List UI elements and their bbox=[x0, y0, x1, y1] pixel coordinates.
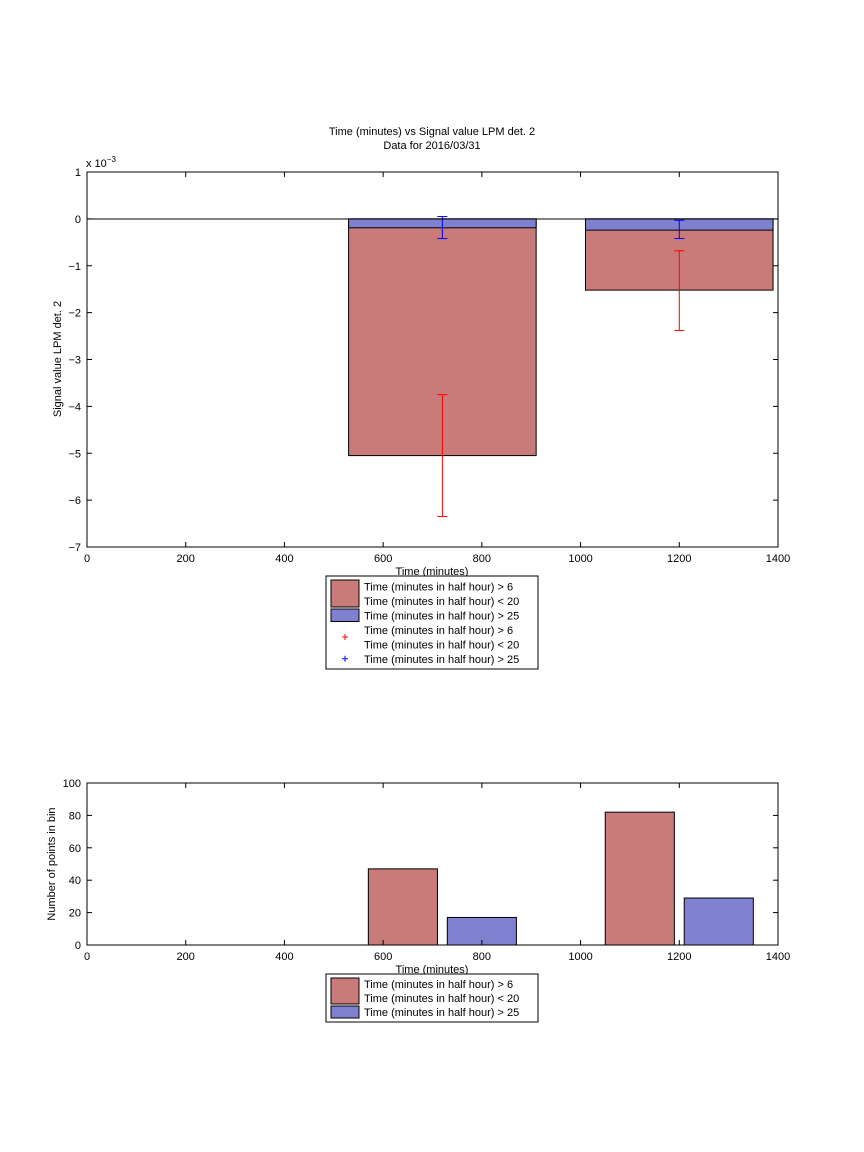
legend-box bbox=[325, 973, 539, 1023]
plot1-bars bbox=[348, 218, 774, 457]
legend-label: Time (minutes in half hour) > 25 bbox=[364, 654, 519, 666]
x-tick-label: 1200 bbox=[667, 553, 691, 565]
y-tick-label: 40 bbox=[69, 875, 81, 887]
plot1-x-ticks: 0 200 400 600 800 1000 1200 1400 bbox=[84, 172, 790, 565]
x-tick-label: 1000 bbox=[568, 951, 592, 963]
y-tick-label: −4 bbox=[68, 401, 81, 413]
legend-label: Time (minutes in half hour) > 6 bbox=[364, 979, 513, 991]
plot2-y-axis-label: Number of points in bin bbox=[46, 807, 58, 920]
x-tick-label: 200 bbox=[177, 553, 195, 565]
count-bar-gt25 bbox=[683, 897, 754, 946]
x-tick-label: 200 bbox=[177, 951, 195, 963]
plot1-errorbars bbox=[437, 216, 685, 518]
y-tick-label: −6 bbox=[68, 495, 81, 507]
chart-subtitle: Data for 2016/03/31 bbox=[383, 140, 480, 152]
plot1-x-axis-label: Time (minutes) bbox=[396, 566, 469, 578]
y-tick-label: 20 bbox=[69, 908, 81, 920]
legend-label: Time (minutes in half hour) > 6 bbox=[364, 625, 513, 637]
x-tick-label: 800 bbox=[473, 553, 491, 565]
plot1-legend: Time (minutes in half hour) > 6 Time (min… bbox=[325, 575, 539, 670]
x-tick-label: 400 bbox=[275, 553, 293, 565]
x-tick-label: 400 bbox=[275, 951, 293, 963]
plot2-x-axis-label: Time (minutes) bbox=[396, 964, 469, 976]
legend-swatch bbox=[330, 579, 360, 608]
x-tick-label: 1200 bbox=[667, 951, 691, 963]
x-tick-label: 1400 bbox=[766, 951, 790, 963]
legend-swatch bbox=[330, 977, 360, 1005]
count-bar-lt20 bbox=[604, 811, 675, 946]
x-tick-label: 0 bbox=[84, 951, 90, 963]
legend-label: Time (minutes in half hour) > 6 bbox=[364, 582, 513, 594]
x-tick-label: 600 bbox=[374, 951, 392, 963]
y-tick-label: −5 bbox=[68, 448, 81, 460]
plot1-y-ticks: 1 0 −1 −2 −3 −4 −5 −6 −7 bbox=[68, 167, 778, 554]
legend-label: Time (minutes in half hour) < 20 bbox=[364, 640, 519, 652]
y-tick-label: 80 bbox=[69, 810, 81, 822]
plot2-axes-frame bbox=[86, 782, 779, 946]
x-tick-label: 1400 bbox=[766, 553, 790, 565]
y-scale-factor: x 10−3 bbox=[86, 155, 116, 170]
x-tick-label: 1000 bbox=[568, 553, 592, 565]
count-chart: 0 200 400 600 800 1000 1200 1400 0 20 40 60 80 100 T… bbox=[46, 778, 790, 1023]
x-tick-label: 0 bbox=[84, 553, 90, 565]
legend-swatch bbox=[330, 1005, 360, 1019]
y-tick-label: 60 bbox=[69, 843, 81, 855]
x-tick-label: 800 bbox=[473, 951, 491, 963]
y-scale-exponent: −3 bbox=[107, 155, 117, 164]
legend-box bbox=[325, 575, 539, 670]
legend-label: Time (minutes in half hour) < 20 bbox=[364, 993, 519, 1005]
plot2-legend: Time (minutes in half hour) > 6 Time (min… bbox=[325, 973, 539, 1023]
count-bar-lt20 bbox=[367, 868, 438, 946]
x-tick-label: 600 bbox=[374, 553, 392, 565]
legend-label: Time (minutes in half hour) < 20 bbox=[364, 596, 519, 608]
legend-swatch bbox=[330, 608, 360, 622]
signal-chart: Time (minutes) vs Signal value LPM det. … bbox=[52, 126, 790, 670]
y-tick-label: −7 bbox=[68, 542, 81, 554]
chart-title: Time (minutes) vs Signal value LPM det. … bbox=[329, 126, 535, 138]
y-tick-label: 1 bbox=[75, 167, 81, 179]
y-scale-base: x 10 bbox=[86, 158, 107, 170]
plot2-bars bbox=[367, 811, 754, 946]
plot1-y-axis-label: Signal value LPM det. 2 bbox=[52, 301, 64, 417]
y-tick-label: 100 bbox=[63, 778, 81, 790]
y-tick-label: 0 bbox=[75, 940, 81, 952]
plot2-y-ticks: 0 20 40 60 80 100 bbox=[63, 778, 778, 952]
y-tick-label: −1 bbox=[68, 261, 81, 273]
plot2-x-ticks: 0 200 400 600 800 1000 1200 1400 bbox=[84, 783, 790, 963]
legend-label: Time (minutes in half hour) > 25 bbox=[364, 611, 519, 623]
y-tick-label: −3 bbox=[68, 355, 81, 367]
y-tick-label: 0 bbox=[75, 214, 81, 226]
y-tick-label: −2 bbox=[68, 308, 81, 320]
legend-label: Time (minutes in half hour) > 25 bbox=[364, 1007, 519, 1019]
